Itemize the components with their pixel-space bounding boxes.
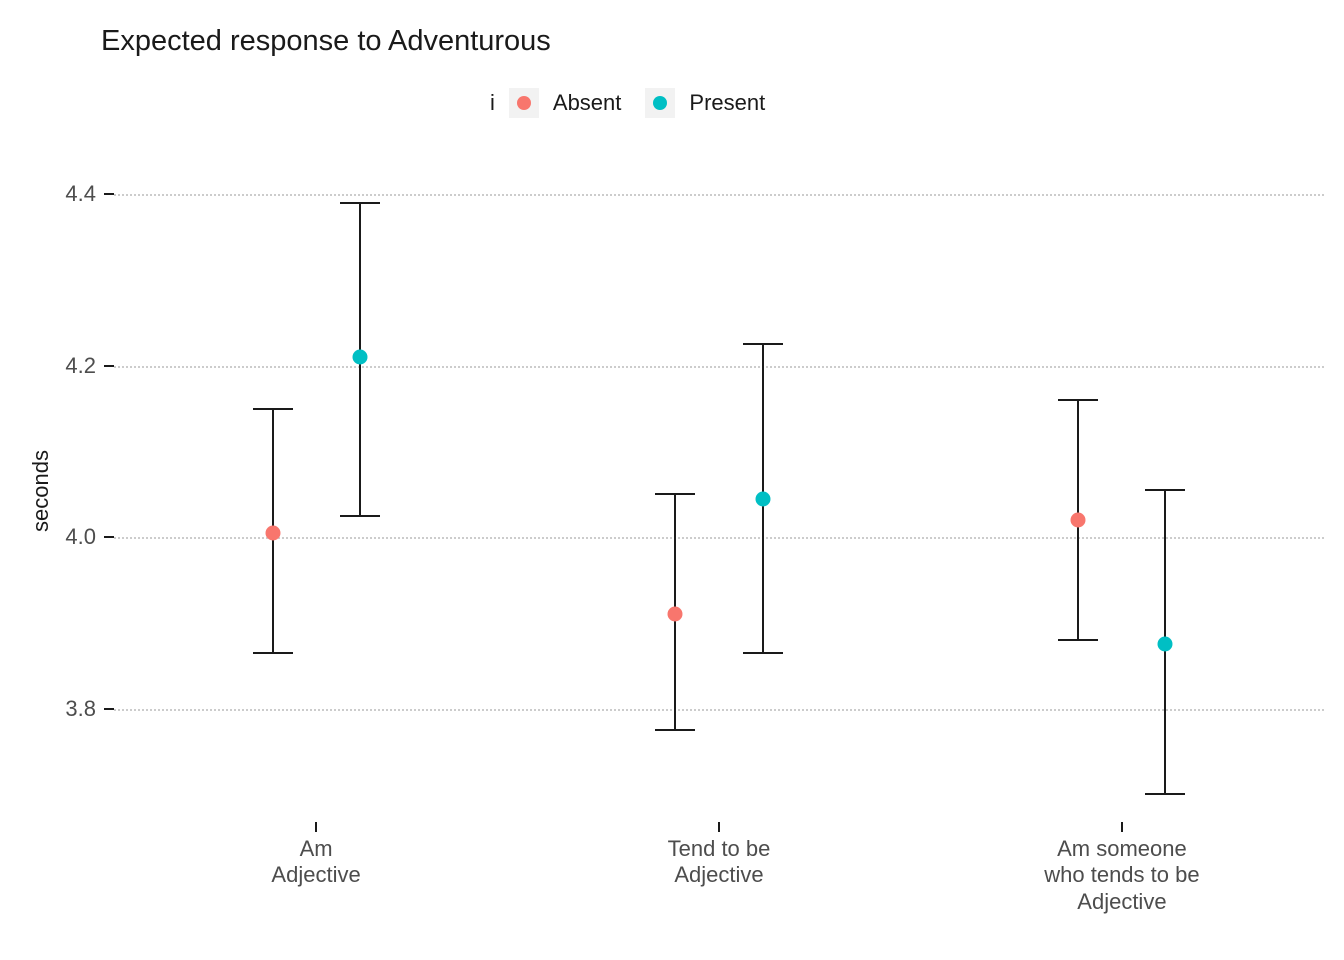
plot-area: 3.84.04.24.4Am AdjectiveTend to be Adjec… — [114, 160, 1324, 820]
data-point — [1071, 513, 1086, 528]
errorbar-cap — [655, 729, 695, 731]
ytick-label: 4.4 — [65, 181, 96, 207]
errorbar-cap — [1145, 489, 1185, 491]
errorbar-cap — [655, 493, 695, 495]
errorbar-cap — [253, 408, 293, 410]
gridline — [114, 366, 1324, 368]
errorbar-cap — [340, 515, 380, 517]
gridline — [114, 709, 1324, 711]
legend: i Absent Present — [490, 88, 775, 118]
data-point — [668, 607, 683, 622]
ytick-mark — [104, 193, 114, 195]
legend-dot-0 — [517, 96, 531, 110]
chart-title: Expected response to Adventurous — [101, 25, 551, 58]
gridline — [114, 194, 1324, 196]
errorbar-cap — [340, 202, 380, 204]
xtick-label: Tend to be Adjective — [599, 836, 839, 889]
xtick-label: Am someone who tends to be Adjective — [1002, 836, 1242, 915]
y-axis-label: seconds — [28, 450, 54, 532]
data-point — [755, 491, 770, 506]
legend-label-0: Absent — [553, 90, 622, 116]
legend-swatch-1 — [645, 88, 675, 118]
gridline — [114, 537, 1324, 539]
ytick-mark — [104, 708, 114, 710]
legend-swatch-0 — [509, 88, 539, 118]
data-point — [265, 525, 280, 540]
xtick-mark — [718, 822, 720, 832]
legend-dot-1 — [653, 96, 667, 110]
ytick-label: 4.2 — [65, 353, 96, 379]
ytick-mark — [104, 365, 114, 367]
errorbar-cap — [1058, 639, 1098, 641]
legend-title: i — [490, 90, 495, 116]
xtick-label: Am Adjective — [196, 836, 436, 889]
ytick-label: 4.0 — [65, 524, 96, 550]
xtick-mark — [1121, 822, 1123, 832]
ytick-label: 3.8 — [65, 696, 96, 722]
xtick-mark — [315, 822, 317, 832]
errorbar-cap — [743, 343, 783, 345]
errorbar-cap — [743, 652, 783, 654]
errorbar-cap — [1058, 399, 1098, 401]
legend-label-1: Present — [689, 90, 765, 116]
errorbar-cap — [253, 652, 293, 654]
ytick-mark — [104, 536, 114, 538]
errorbar-cap — [1145, 793, 1185, 795]
data-point — [1158, 637, 1173, 652]
data-point — [352, 350, 367, 365]
